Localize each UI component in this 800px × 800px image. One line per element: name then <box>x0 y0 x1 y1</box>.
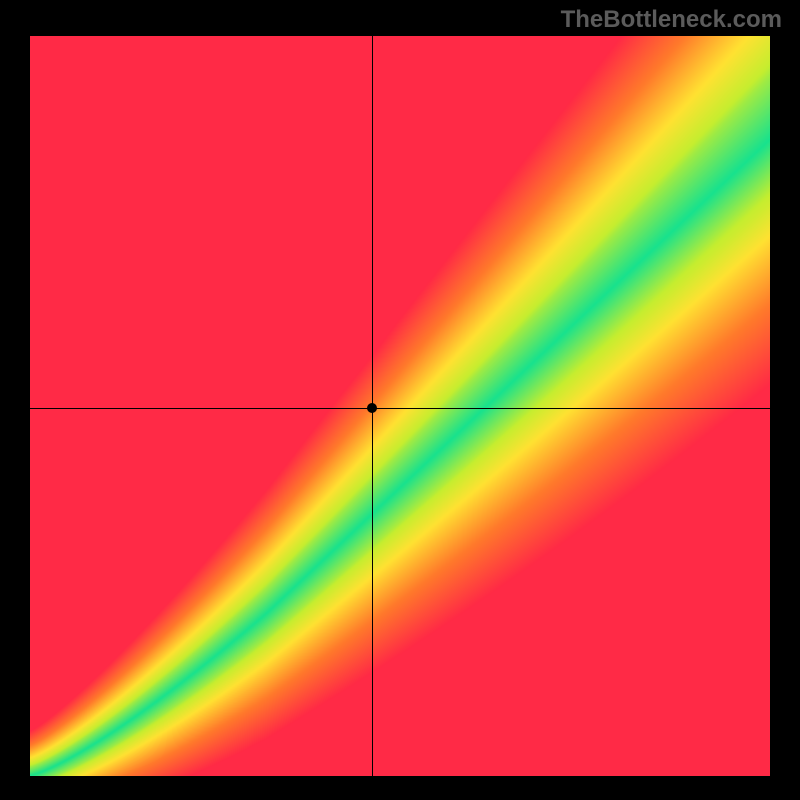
chart-container: TheBottleneck.com <box>0 0 800 800</box>
watermark-text: TheBottleneck.com <box>561 6 782 34</box>
marker-dot <box>367 403 377 413</box>
crosshair-horizontal <box>30 408 770 409</box>
heatmap-canvas <box>30 36 770 776</box>
heatmap-plot <box>30 36 770 776</box>
